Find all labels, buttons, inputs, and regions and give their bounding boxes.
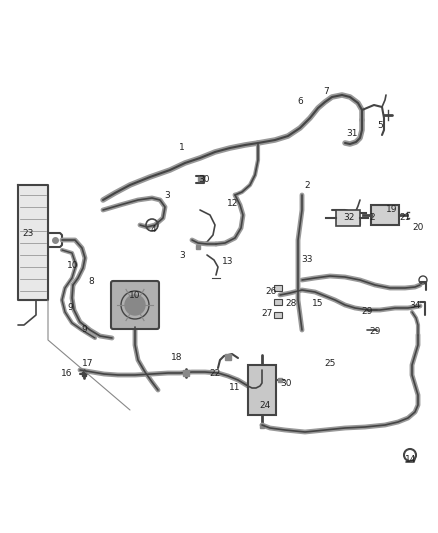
Text: 3: 3 <box>179 251 185 260</box>
Text: 19: 19 <box>386 205 398 214</box>
Bar <box>248 365 276 415</box>
Text: 8: 8 <box>88 277 94 286</box>
Text: 10: 10 <box>129 292 141 301</box>
Polygon shape <box>18 185 48 300</box>
Text: 29: 29 <box>369 327 381 336</box>
Text: 31: 31 <box>346 128 358 138</box>
FancyBboxPatch shape <box>111 281 159 329</box>
Bar <box>274 299 282 305</box>
Text: 25: 25 <box>324 359 336 367</box>
Text: 5: 5 <box>377 120 383 130</box>
Text: 7: 7 <box>323 86 329 95</box>
Text: 21: 21 <box>399 214 411 222</box>
Text: 13: 13 <box>222 256 234 265</box>
Text: 9: 9 <box>81 326 87 335</box>
Text: 2: 2 <box>369 214 375 222</box>
Text: 4: 4 <box>150 224 156 233</box>
Text: 28: 28 <box>285 298 297 308</box>
Text: 10: 10 <box>67 261 79 270</box>
Text: 27: 27 <box>261 309 273 318</box>
Text: 1: 1 <box>179 143 185 152</box>
Circle shape <box>125 295 145 315</box>
Text: 11: 11 <box>229 383 241 392</box>
Text: 6: 6 <box>297 96 303 106</box>
Text: 12: 12 <box>227 198 239 207</box>
Text: 32: 32 <box>343 214 355 222</box>
Text: 22: 22 <box>209 368 221 377</box>
Text: 33: 33 <box>301 255 313 264</box>
Text: 18: 18 <box>171 353 183 362</box>
Text: 20: 20 <box>412 223 424 232</box>
Text: 34: 34 <box>410 301 420 310</box>
Text: 14: 14 <box>405 456 417 464</box>
Text: 16: 16 <box>61 369 73 378</box>
Text: 23: 23 <box>22 229 34 238</box>
Text: 30: 30 <box>280 378 292 387</box>
Text: 9: 9 <box>67 303 73 312</box>
Bar <box>336 210 360 226</box>
Text: 15: 15 <box>312 298 324 308</box>
Bar <box>274 312 282 318</box>
Bar <box>371 205 399 225</box>
Text: 26: 26 <box>265 287 277 296</box>
Text: 30: 30 <box>198 175 210 184</box>
Bar <box>274 285 282 291</box>
Text: 24: 24 <box>259 401 271 410</box>
Text: 17: 17 <box>82 359 94 367</box>
Text: 29: 29 <box>361 308 373 317</box>
Text: 3: 3 <box>164 190 170 199</box>
Text: 2: 2 <box>304 181 310 190</box>
